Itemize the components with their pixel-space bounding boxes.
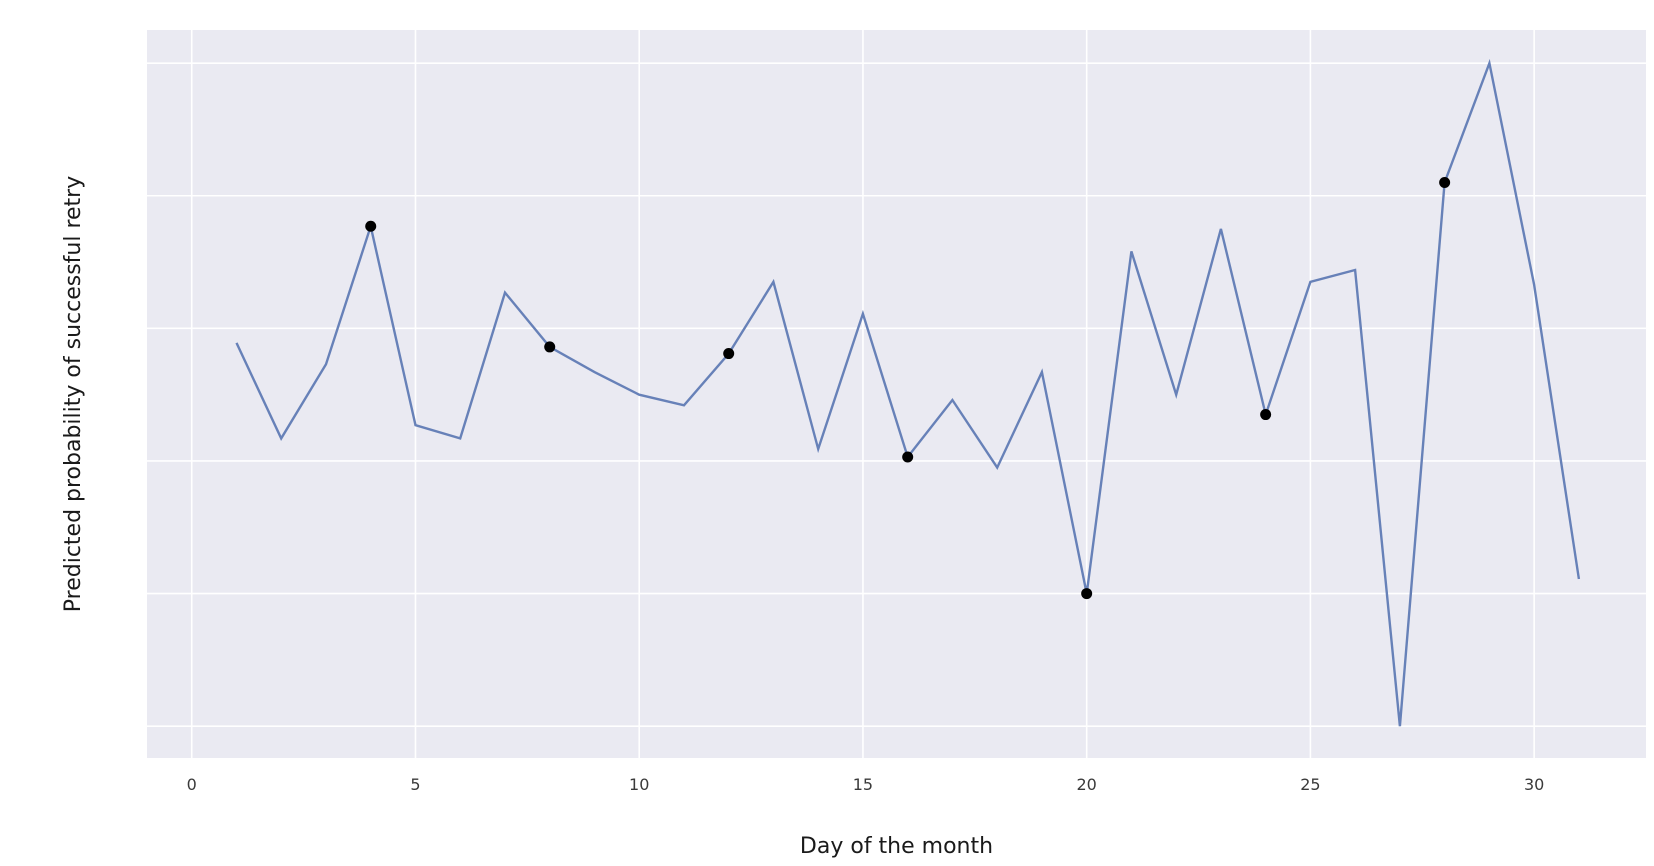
plot-area <box>147 30 1646 758</box>
data-point-marker <box>365 220 377 232</box>
data-point-marker <box>1439 176 1451 188</box>
x-axis-label: Day of the month <box>800 834 993 859</box>
data-point-marker <box>723 348 735 360</box>
x-tick-labels: 0 5 10 15 20 25 30 <box>187 775 1545 794</box>
x-tick-label: 20 <box>1076 775 1096 794</box>
data-point-marker <box>544 341 556 353</box>
x-tick-label: 0 <box>187 775 197 794</box>
x-tick-label: 5 <box>410 775 420 794</box>
x-tick-label: 25 <box>1300 775 1320 794</box>
x-tick-label: 15 <box>853 775 873 794</box>
x-tick-label: 10 <box>629 775 649 794</box>
data-point-marker <box>902 451 914 463</box>
x-tick-label: 30 <box>1524 775 1544 794</box>
series-layer <box>235 58 1581 727</box>
data-point-marker <box>1260 409 1272 421</box>
grid-lines <box>147 30 1646 758</box>
y-axis-label: Predicted probability of successful retr… <box>61 176 86 612</box>
data-point-marker <box>1081 588 1093 600</box>
